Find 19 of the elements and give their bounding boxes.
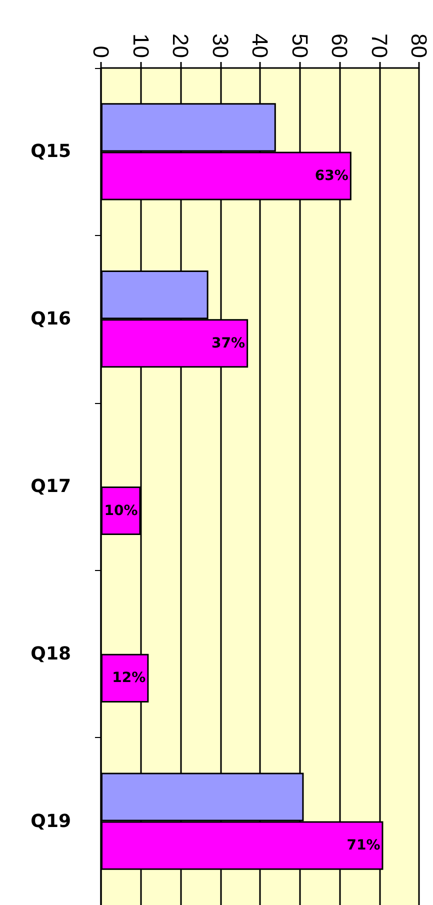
y-tick-label: Q18 [30, 643, 71, 664]
x-tick-label: 60 [327, 34, 352, 58]
x-tick-label: 40 [248, 34, 272, 58]
x-tick-label: 80 [406, 34, 432, 58]
data-label: 63% [314, 168, 348, 184]
data-label: 37% [212, 335, 246, 352]
x-tick-label: 70 [366, 34, 392, 58]
data-label: 12% [112, 670, 146, 686]
x-tick-label: 50 [287, 34, 312, 58]
y-tick-label: Q17 [30, 476, 71, 497]
y-tick-label: Q19 [30, 810, 71, 832]
data-label: 10% [104, 502, 138, 519]
data-label: 71% [346, 838, 380, 854]
x-tick-label: 10 [128, 34, 154, 58]
x-tick-label: 30 [208, 34, 233, 58]
y-tick-label: Q15 [30, 141, 71, 162]
y-tick-label: Q16 [30, 308, 71, 330]
x-tick-label: 0 [88, 46, 114, 58]
x-tick-label: 20 [168, 34, 193, 58]
